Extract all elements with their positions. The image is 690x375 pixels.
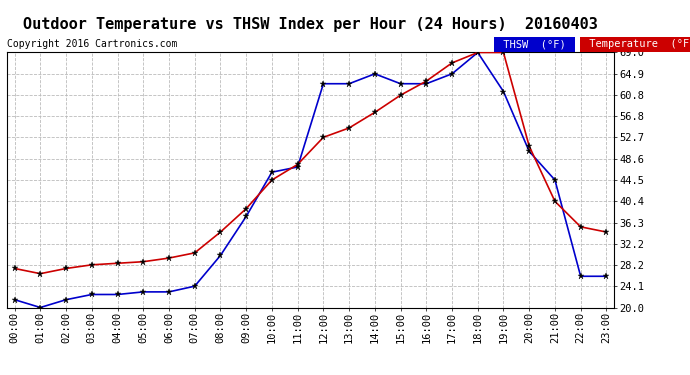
- Text: Temperature  (°F): Temperature (°F): [583, 39, 690, 50]
- Text: Copyright 2016 Cartronics.com: Copyright 2016 Cartronics.com: [7, 39, 177, 50]
- Text: Outdoor Temperature vs THSW Index per Hour (24 Hours)  20160403: Outdoor Temperature vs THSW Index per Ho…: [23, 17, 598, 32]
- Text: THSW  (°F): THSW (°F): [497, 39, 572, 50]
